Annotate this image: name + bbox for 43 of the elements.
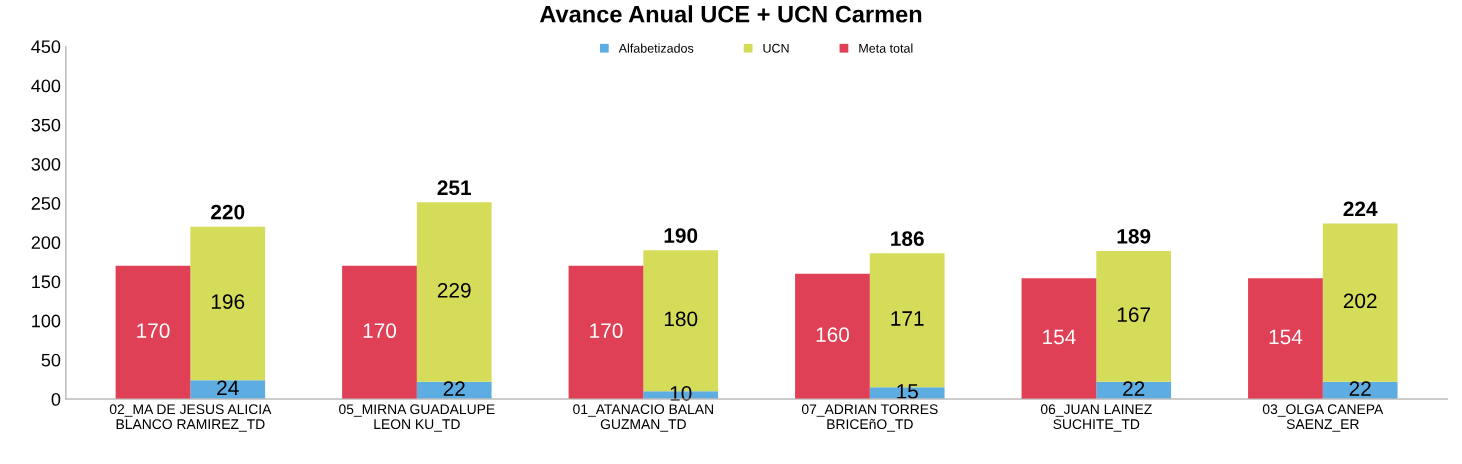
data-label: 202 [1343,293,1377,309]
data-label: 229 [437,282,471,298]
total-label: 186 [891,231,924,247]
data-label: 180 [664,311,698,327]
y-tick-label: 400 [31,79,61,93]
y-tick-label: 0 [51,392,61,406]
data-label: 15 [897,384,918,399]
total-label: 190 [664,228,698,243]
chart-title: Avance Anual UCE + UCN Carmen [539,5,922,23]
y-tick-label: 100 [32,314,61,328]
total-label: 251 [437,180,472,196]
data-label: 154 [1043,329,1076,345]
data-label: 22 [1123,381,1145,396]
x-tick-label: 05_MIRNA GUADALUPE LEON KU_TD [339,404,495,432]
data-label: 196 [211,294,245,310]
y-tick-label: 250 [31,197,61,210]
y-tick-label: 200 [31,236,61,250]
total-label: 189 [1117,228,1151,244]
data-label: 154 [1269,329,1303,345]
total-label: 224 [1343,201,1378,217]
x-tick-label: 01_ATANACIO BALAN GUZMAN_TD [573,404,713,432]
data-label: 170 [363,323,397,339]
data-label: 22 [1349,381,1371,396]
y-tick-label: 300 [31,157,61,171]
y-tick-label: 350 [31,118,61,132]
data-label: 170 [590,323,623,339]
x-tick-label: 07_ADRIAN TORRES BRICEñO_TD [801,404,938,432]
y-tick-label: 450 [31,40,61,54]
data-label: 24 [217,380,239,396]
legend-label: Alfabetizados [618,43,694,53]
data-label: 160 [816,327,850,342]
data-label: 171 [891,311,924,326]
x-tick-label: 03_OLGA CANEPA SAENZ_ER [1262,404,1384,432]
total-label: 220 [211,204,245,220]
x-tick-label: 02_MA DE JESUS ALICIA BLANCO RAMIREZ_TD [109,404,272,432]
x-tick-label: 06_JUAN LAINEZ SUCHITE_TD [1040,404,1152,432]
data-label: 170 [137,323,170,339]
y-tick-label: 50 [41,353,61,367]
y-tick-label: 150 [32,275,61,289]
legend-label: UCN [763,43,789,53]
legend-label: Meta total [859,43,913,53]
data-label: 167 [1117,307,1151,322]
data-label: 22 [443,381,465,396]
